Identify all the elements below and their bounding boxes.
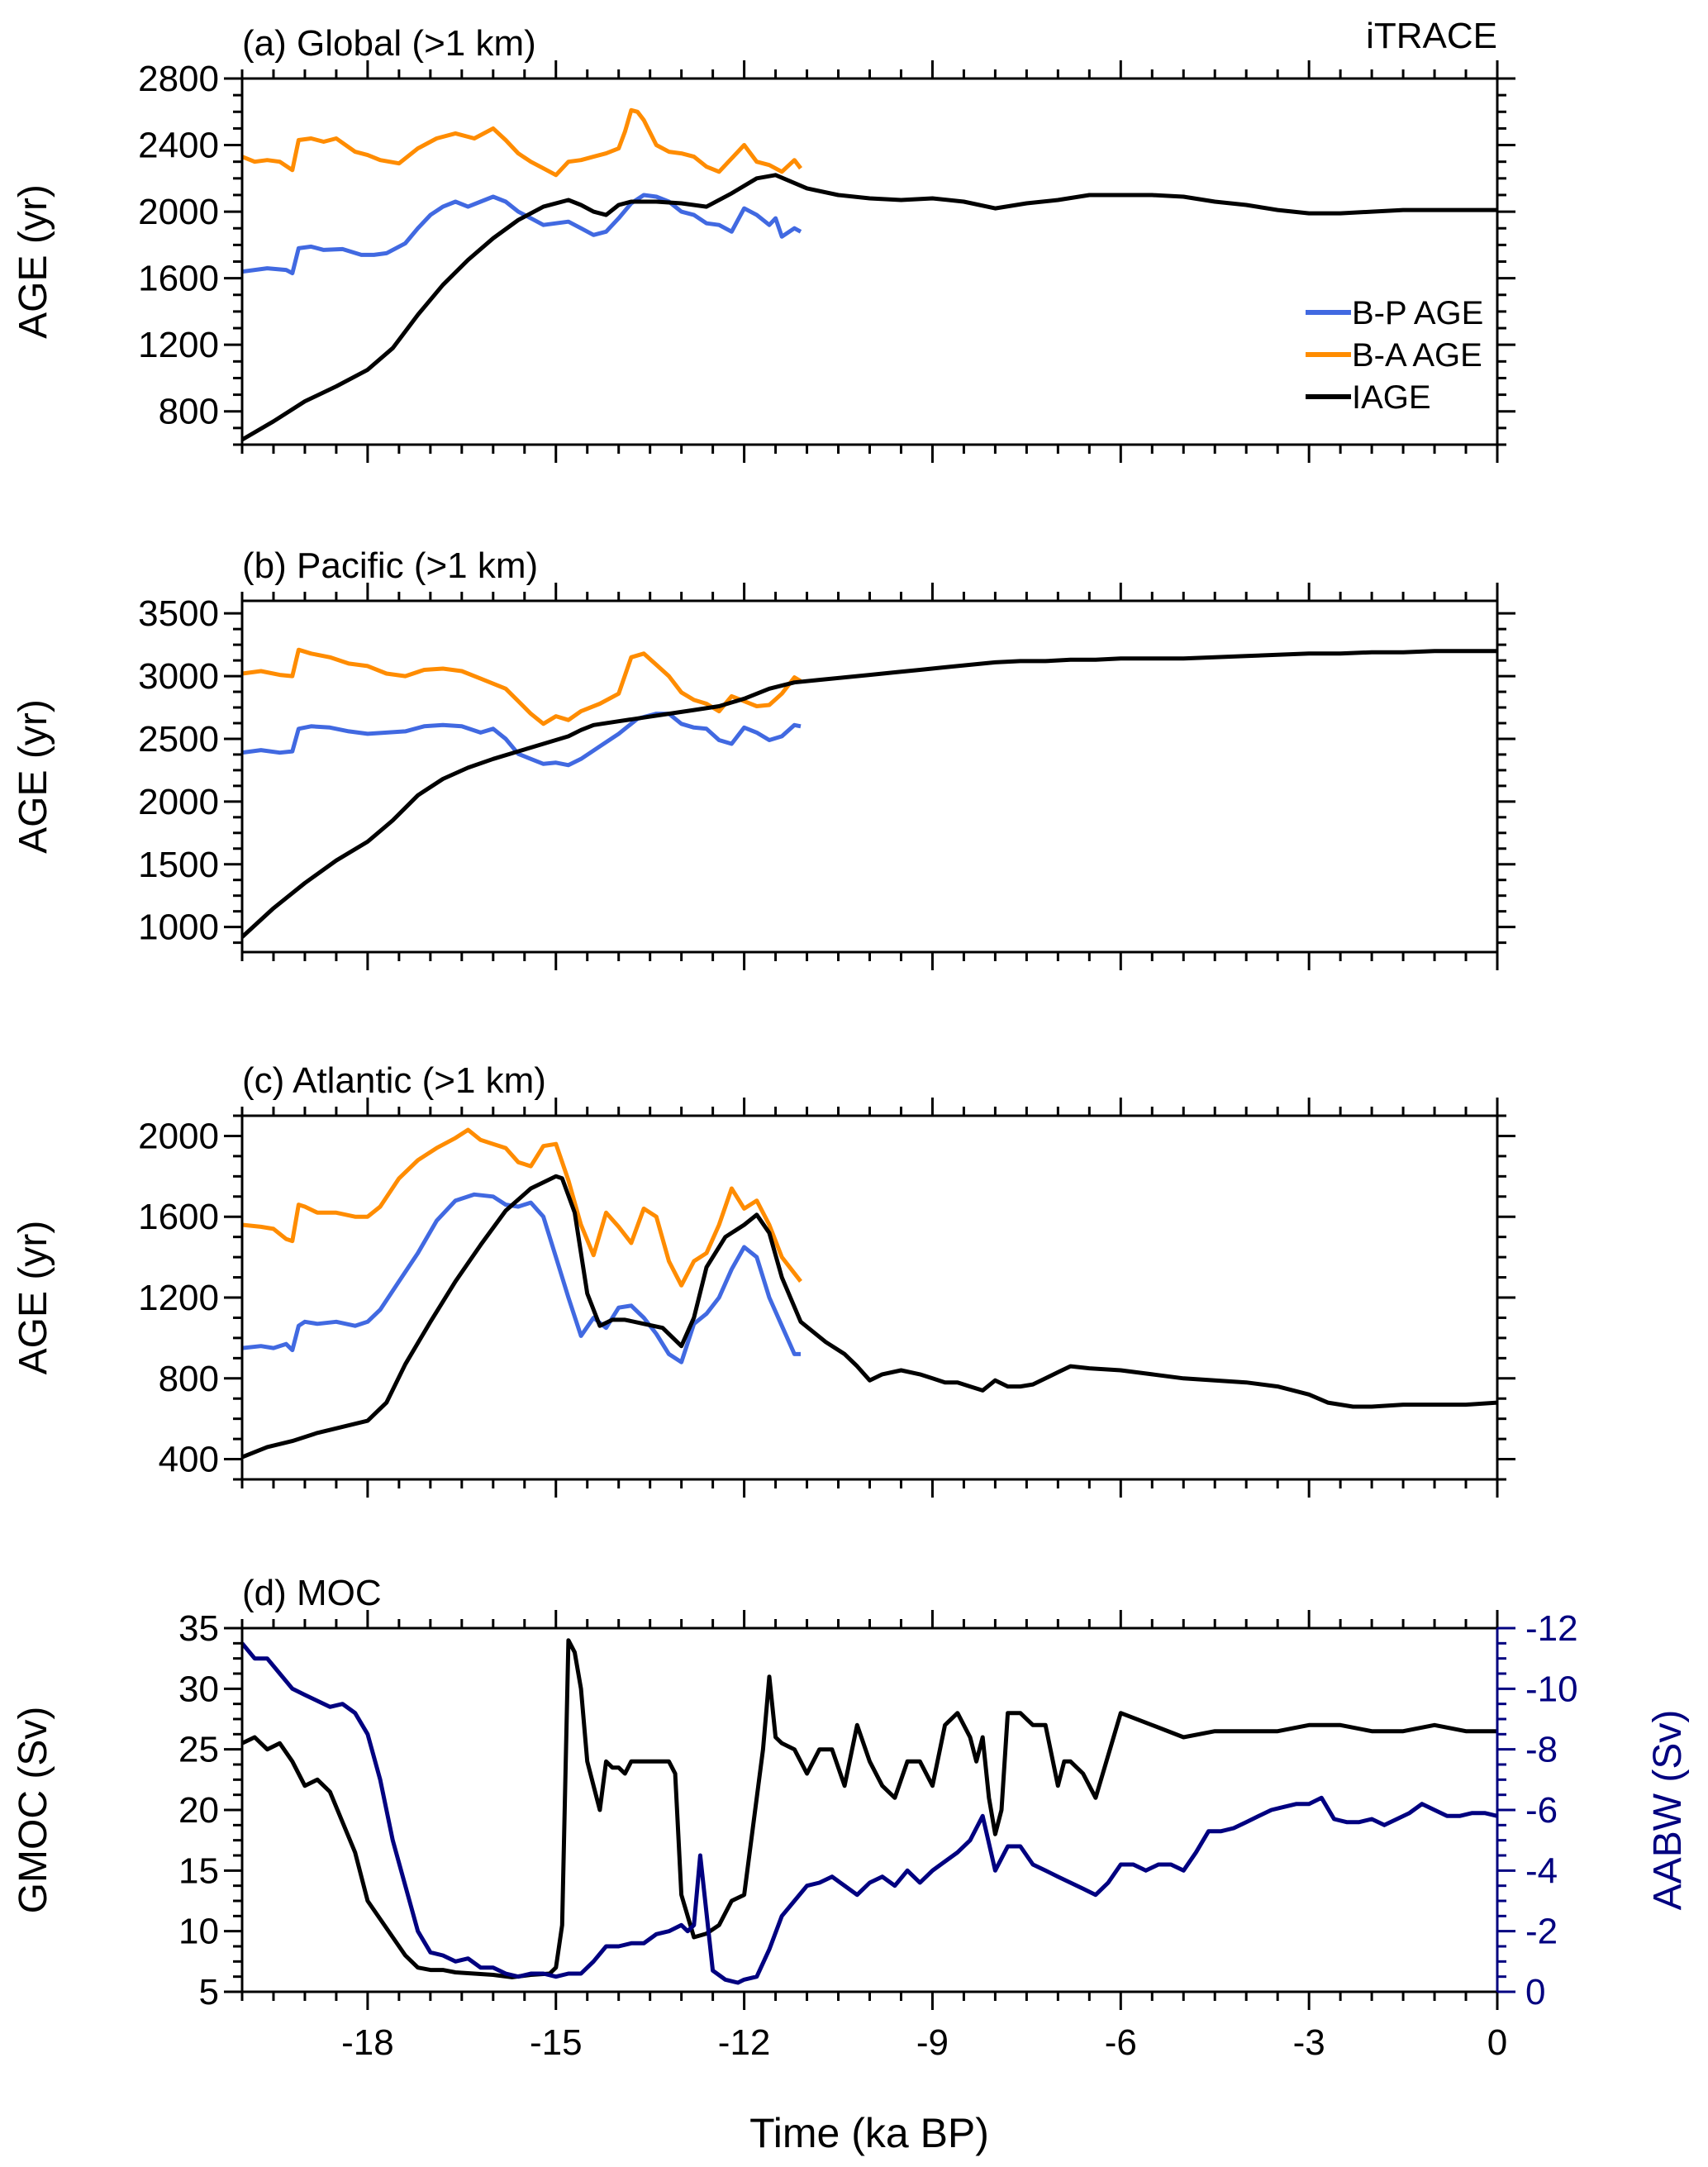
y-tick-label: 1200 bbox=[138, 325, 219, 365]
y-tick-label: 1600 bbox=[138, 1197, 219, 1237]
y-tick-label: 3500 bbox=[138, 593, 219, 634]
series-line-iage bbox=[242, 1174, 1497, 1460]
y-right-axis-label: AABW (Sv) bbox=[1646, 1710, 1690, 1911]
x-tick-label: -6 bbox=[1105, 2022, 1137, 2063]
legend-label-bp: B-P AGE bbox=[1352, 295, 1483, 331]
y-right-tick-label: -6 bbox=[1525, 1790, 1558, 1831]
y-tick-label: 25 bbox=[178, 1730, 219, 1770]
y-tick-label: 30 bbox=[178, 1669, 219, 1709]
y-tick-label: 5 bbox=[199, 1972, 219, 2012]
panel-2: (c) Atlantic (>1 km) 400 800 1200 1600 2000 AG… bbox=[12, 1060, 1515, 1498]
legend: B-P AGE B-A AGE IAGE bbox=[1306, 295, 1483, 416]
y-tick-label: 2000 bbox=[138, 1116, 219, 1156]
y-tick-label: 2500 bbox=[138, 719, 219, 760]
y-right-tick-label: 0 bbox=[1525, 1972, 1545, 2012]
y-axis-label: AGE (yr) bbox=[12, 699, 55, 854]
panel-title: (c) Atlantic (>1 km) bbox=[242, 1060, 546, 1101]
x-tick-label: 0 bbox=[1487, 2022, 1507, 2063]
y-axis-label: GMOC (Sv) bbox=[12, 1707, 55, 1914]
y-tick-label: 2400 bbox=[138, 126, 219, 166]
x-tick-label: -12 bbox=[718, 2022, 771, 2063]
series-line-aabw bbox=[242, 1641, 1497, 1985]
x-tick-label: -18 bbox=[341, 2022, 394, 2063]
y-right-tick-label: -4 bbox=[1525, 1850, 1558, 1891]
y-right-tick-label: -12 bbox=[1525, 1608, 1578, 1649]
y-tick-label: 3000 bbox=[138, 656, 219, 697]
series-line-b-p-age bbox=[242, 193, 802, 276]
legend-label-ba: B-A AGE bbox=[1352, 337, 1482, 374]
y-tick-label: 2800 bbox=[138, 59, 219, 99]
series-line-b-a-age bbox=[242, 107, 802, 178]
x-tick-label: -3 bbox=[1293, 2022, 1325, 2063]
series-line-iage bbox=[242, 649, 1497, 939]
y-right-tick-label: -10 bbox=[1525, 1669, 1578, 1709]
panel-1: (b) Pacific (>1 km) 1000 1500 2000 2500 3000 3… bbox=[12, 545, 1515, 970]
y-tick-label: 1500 bbox=[138, 845, 219, 885]
panel-title: (d) MOC bbox=[242, 1573, 382, 1613]
panel-title: (a) Global (>1 km) bbox=[242, 23, 536, 64]
y-tick-label: 400 bbox=[159, 1440, 219, 1480]
series-line-b-p-age bbox=[242, 1192, 801, 1364]
series-line-b-p-age bbox=[242, 712, 802, 768]
y-tick-label: 800 bbox=[159, 392, 219, 432]
x-tick-label: -9 bbox=[916, 2022, 949, 2063]
y-tick-label: 800 bbox=[159, 1359, 219, 1399]
y-tick-label: 1200 bbox=[138, 1278, 219, 1318]
y-tick-label: 35 bbox=[178, 1608, 219, 1649]
y-tick-label: 1000 bbox=[138, 907, 219, 948]
y-tick-label: 2000 bbox=[138, 782, 219, 822]
panels: (a) Global (>1 km)8001200160020002400280… bbox=[12, 23, 1690, 2063]
x-tick-label: -15 bbox=[530, 2022, 583, 2063]
y-tick-label: 1600 bbox=[138, 259, 219, 299]
y-tick-label: 15 bbox=[178, 1850, 219, 1891]
panel-0: (a) Global (>1 km) 800 1200 1600 2000 2400 280… bbox=[12, 23, 1515, 463]
y-axis-label: AGE (yr) bbox=[12, 184, 55, 339]
series-line-b-a-age bbox=[242, 1127, 802, 1288]
x-axis-label: Time (ka BP) bbox=[749, 2110, 989, 2156]
y-right-tick-label: -2 bbox=[1525, 1912, 1558, 1952]
y-axis-label: AGE (yr) bbox=[12, 1221, 55, 1375]
panel-title: (b) Pacific (>1 km) bbox=[242, 545, 538, 586]
figure-label: iTRACE bbox=[1366, 16, 1497, 56]
panel-3: (d) MOC 5 10 15 20 25 30 35 GMOC (Sv) 0 -2 -4 -6 -8 -1… bbox=[12, 1573, 1690, 2063]
y-tick-label: 20 bbox=[178, 1790, 219, 1831]
series-line-iage bbox=[242, 173, 1497, 442]
y-tick-label: 10 bbox=[178, 1912, 219, 1952]
legend-label-iage: IAGE bbox=[1352, 379, 1431, 416]
series-line-gmoc bbox=[242, 1638, 1497, 1979]
y-tick-label: 2000 bbox=[138, 192, 219, 232]
series-line-b-a-age bbox=[242, 647, 802, 726]
y-right-tick-label: -8 bbox=[1525, 1730, 1558, 1770]
